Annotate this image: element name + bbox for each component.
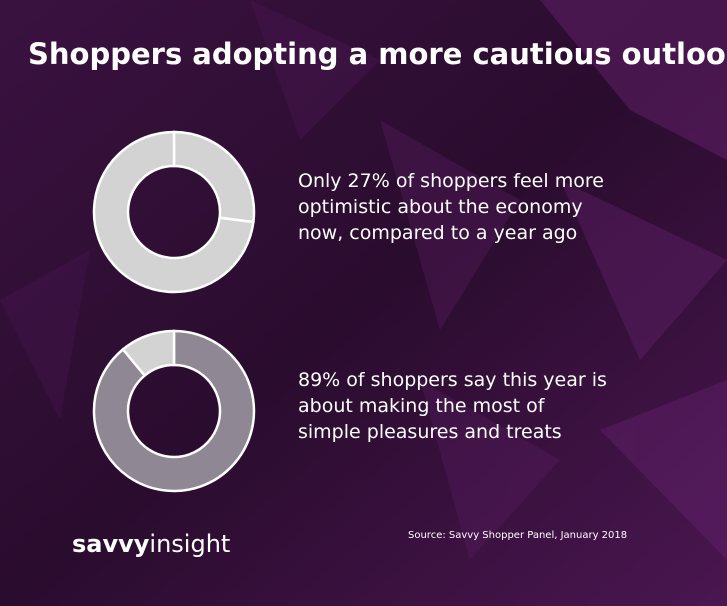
brand-logo: savvyinsight <box>72 530 230 558</box>
charts: Only 27% of shoppers feel more optimistic… <box>92 130 607 493</box>
annotation-line: now, compared to a year ago <box>298 222 577 244</box>
donut-segment <box>92 329 256 493</box>
title: Shoppers adopting a more cautious outloo… <box>28 37 727 71</box>
source: Source: Savvy Shopper Panel, January 201… <box>408 530 627 541</box>
donut-segment <box>121 329 176 378</box>
background-pattern <box>0 0 727 560</box>
donut-segment <box>92 130 255 294</box>
brand-bold: savvy <box>72 530 150 558</box>
annotation-line: about making the most of <box>298 395 546 417</box>
annotation-line: optimistic about the economy <box>298 196 583 218</box>
annotation-line: simple pleasures and treats <box>298 421 562 443</box>
annotation-line: 89% of shoppers say this year is <box>298 369 607 391</box>
brand-regular: insight <box>149 530 230 558</box>
annotation-line: Only 27% of shoppers feel more <box>298 170 604 192</box>
donut-segment <box>172 130 256 224</box>
